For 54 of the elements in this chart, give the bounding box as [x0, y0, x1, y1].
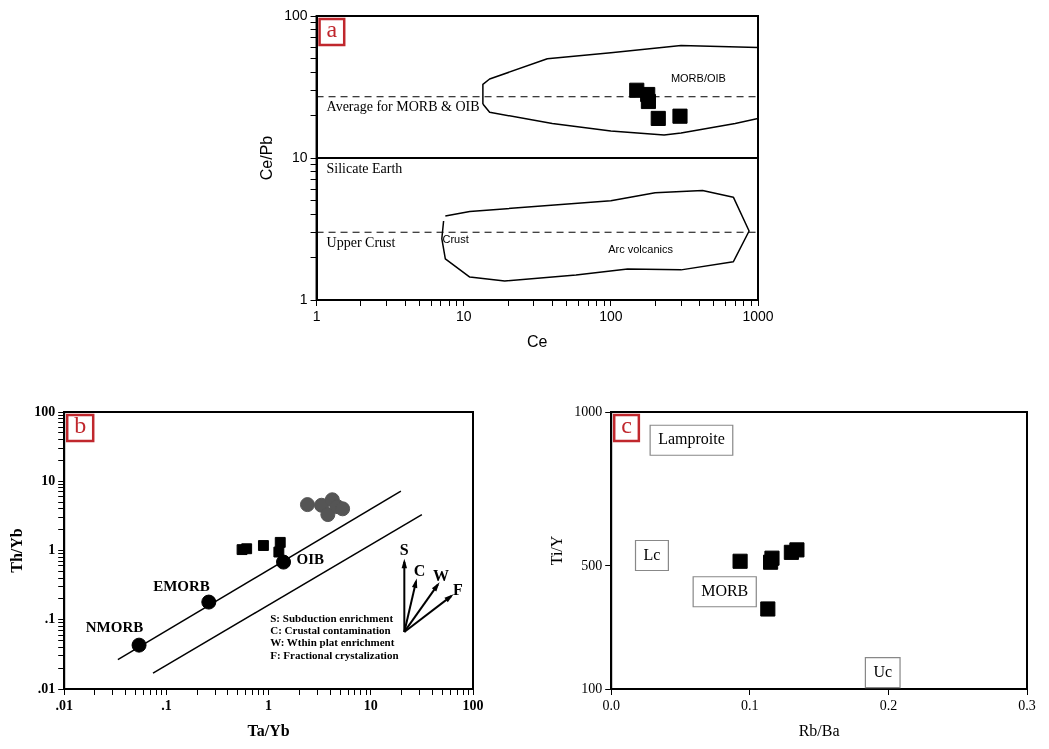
x-tick-label: 1	[312, 308, 321, 325]
annotation: OIB	[296, 551, 325, 568]
annotation: Uc	[873, 662, 893, 680]
x-tick-label: 100	[599, 308, 623, 325]
y-tick-label: 100	[581, 680, 603, 696]
x-tick-label: 10	[363, 698, 378, 714]
x-tick-label: 0.1	[741, 698, 759, 714]
annotation: F	[452, 581, 463, 599]
x-tick-label: 100	[462, 698, 484, 714]
x-tick-label: 0.2	[879, 698, 898, 714]
ref-line-label: Average for MORB & OIB	[326, 99, 480, 115]
y-tick-label: 1000	[574, 403, 603, 419]
annotation: Lamproite	[658, 430, 725, 449]
annotation: S: Subduction enrichment	[270, 611, 394, 624]
annotation: F: Fractional crystalization	[270, 648, 399, 661]
y-tick-label: 100	[34, 403, 56, 419]
annotation: NMORB	[85, 619, 144, 636]
x-tick-label: 0.0	[602, 698, 620, 714]
y-tick-label: 10	[291, 148, 308, 165]
annotation: MORB/OIB	[670, 71, 726, 84]
x-axis-title: Ta/Yb	[247, 721, 290, 739]
ref-line-label: Upper Crust	[326, 234, 396, 250]
annotation: C	[413, 561, 426, 579]
y-tick-label: 10	[41, 472, 56, 488]
annotation: EMORB	[153, 578, 210, 595]
y-tick-label: 500	[581, 557, 603, 573]
annotation: W	[433, 566, 450, 584]
y-tick-label: .1	[44, 611, 56, 627]
y-tick-label: 1	[48, 542, 56, 558]
x-axis-title: Ce	[527, 332, 548, 350]
annotation: Lc	[643, 545, 661, 563]
annotation: W: Wthin plat enrichment	[270, 636, 395, 649]
x-tick-label: 1000	[742, 308, 774, 325]
chart-title: b	[74, 412, 87, 439]
x-tick-label: 1	[265, 698, 273, 714]
chart-title: c	[621, 412, 632, 439]
annotation: S	[399, 540, 409, 558]
y-tick-label: 1	[299, 290, 308, 307]
annotation: Arc volcanics	[608, 243, 674, 256]
chart-title: a	[326, 16, 338, 43]
y-tick-label: .01	[37, 680, 56, 696]
x-tick-label: .01	[55, 698, 73, 714]
x-tick-label: 0.3	[1018, 698, 1036, 714]
annotation: Crust	[442, 233, 469, 246]
x-tick-label: .1	[161, 698, 172, 714]
y-axis-title: Ti/Y	[547, 535, 565, 566]
y-axis-title: Th/Yb	[7, 528, 25, 573]
ref-line-label: Silicate Earth	[326, 160, 403, 176]
x-axis-title: Rb/Ba	[798, 721, 840, 739]
annotation: C: Crustal contamination	[270, 624, 391, 637]
y-axis-title: Ce/Pb	[258, 135, 276, 181]
x-tick-label: 10	[455, 308, 472, 325]
y-tick-label: 100	[284, 6, 308, 23]
annotation: MORB	[701, 581, 749, 599]
